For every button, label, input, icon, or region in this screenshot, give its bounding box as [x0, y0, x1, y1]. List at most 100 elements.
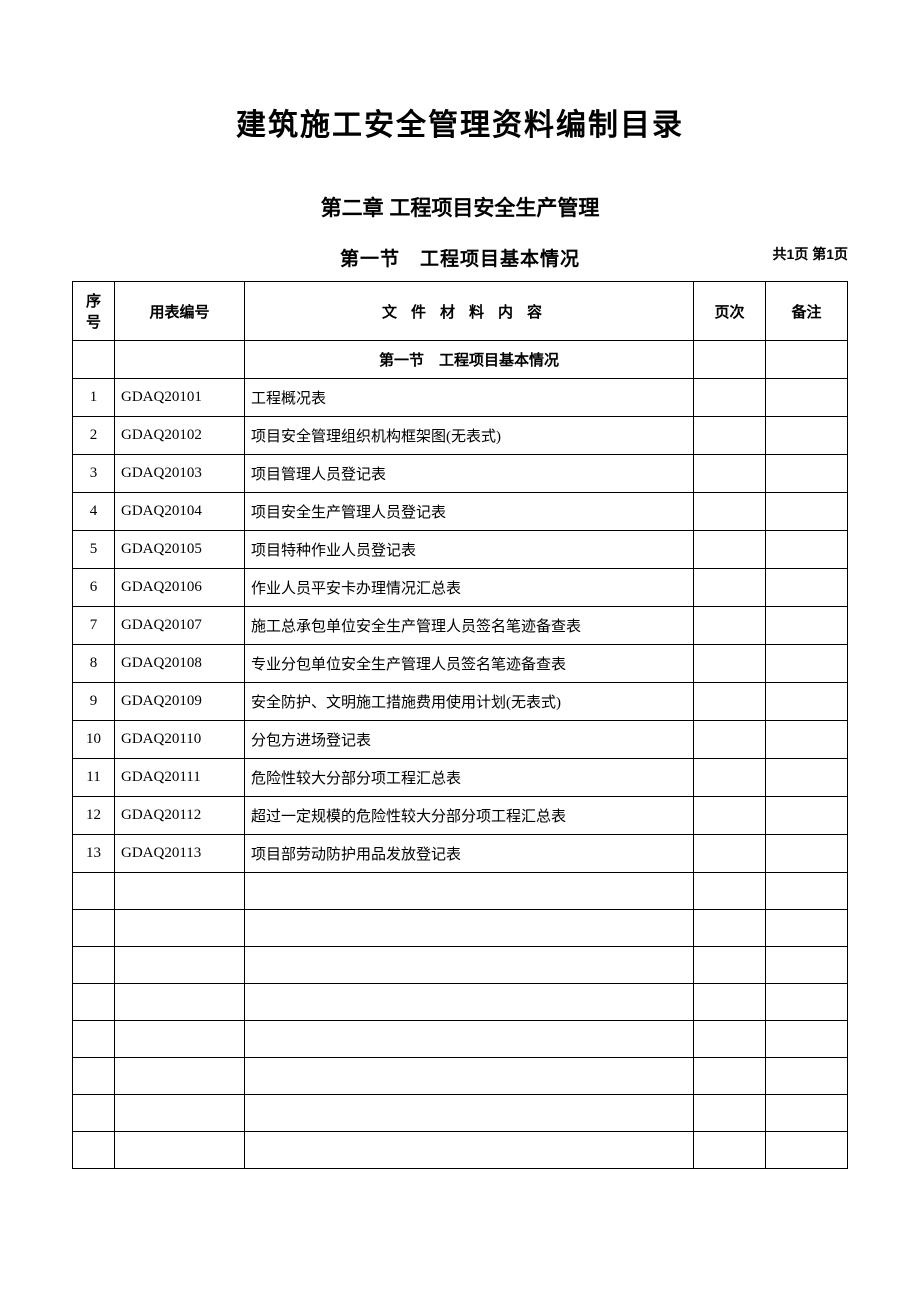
cell-code [115, 1021, 245, 1058]
section-header-code [115, 341, 245, 379]
cell-page [694, 1058, 766, 1095]
section-title: 第一节 工程项目基本情况 [72, 244, 848, 271]
cell-page [694, 1132, 766, 1169]
cell-content [245, 984, 694, 1021]
cell-content [245, 947, 694, 984]
cell-remark [766, 569, 848, 607]
cell-remark [766, 493, 848, 531]
cell-page [694, 493, 766, 531]
table-row: 2 GDAQ20102 项目安全管理组织机构框架图(无表式) [73, 417, 848, 455]
header-remark: 备注 [766, 282, 848, 341]
cell-content: 安全防护、文明施工措施费用使用计划(无表式) [245, 683, 694, 721]
cell-seq: 9 [73, 683, 115, 721]
table-row: 11 GDAQ20111 危险性较大分部分项工程汇总表 [73, 759, 848, 797]
cell-code: GDAQ20102 [115, 417, 245, 455]
cell-seq: 7 [73, 607, 115, 645]
cell-seq [73, 1132, 115, 1169]
cell-remark [766, 1132, 848, 1169]
cell-remark [766, 835, 848, 873]
cell-remark [766, 379, 848, 417]
cell-code: GDAQ20101 [115, 379, 245, 417]
table-row: 6 GDAQ20106 作业人员平安卡办理情况汇总表 [73, 569, 848, 607]
header-page: 页次 [694, 282, 766, 341]
cell-page [694, 947, 766, 984]
cell-content: 项目安全生产管理人员登记表 [245, 493, 694, 531]
section-header-seq [73, 341, 115, 379]
cell-remark [766, 683, 848, 721]
contents-table: 序号 用表编号 文件材料内容 页次 备注 第一节 工程项目基本情况 1 GDAQ… [72, 281, 848, 1169]
cell-content: 施工总承包单位安全生产管理人员签名笔迹备查表 [245, 607, 694, 645]
cell-code: GDAQ20112 [115, 797, 245, 835]
cell-content [245, 873, 694, 910]
section-header-page [694, 341, 766, 379]
cell-content [245, 1058, 694, 1095]
cell-seq [73, 1095, 115, 1132]
cell-seq: 2 [73, 417, 115, 455]
table-row [73, 1021, 848, 1058]
header-content: 文件材料内容 [245, 282, 694, 341]
cell-remark [766, 721, 848, 759]
cell-seq [73, 1021, 115, 1058]
cell-page [694, 721, 766, 759]
cell-seq [73, 873, 115, 910]
cell-code [115, 1058, 245, 1095]
cell-page [694, 645, 766, 683]
section-row: 第一节 工程项目基本情况 共1页 第1页 [72, 244, 848, 271]
section-header-remark [766, 341, 848, 379]
cell-page [694, 1021, 766, 1058]
cell-remark [766, 947, 848, 984]
cell-page [694, 607, 766, 645]
cell-seq [73, 1058, 115, 1095]
cell-remark [766, 797, 848, 835]
cell-content [245, 1132, 694, 1169]
cell-seq: 5 [73, 531, 115, 569]
header-code: 用表编号 [115, 282, 245, 341]
cell-page [694, 835, 766, 873]
cell-page [694, 455, 766, 493]
cell-remark [766, 873, 848, 910]
table-row [73, 910, 848, 947]
cell-code: GDAQ20103 [115, 455, 245, 493]
table-row [73, 1058, 848, 1095]
cell-remark [766, 984, 848, 1021]
cell-content: 作业人员平安卡办理情况汇总表 [245, 569, 694, 607]
section-header-row: 第一节 工程项目基本情况 [73, 341, 848, 379]
cell-page [694, 531, 766, 569]
cell-page [694, 797, 766, 835]
cell-content: 专业分包单位安全生产管理人员签名笔迹备查表 [245, 645, 694, 683]
chapter-title: 第二章 工程项目安全生产管理 [72, 192, 848, 222]
cell-code: GDAQ20113 [115, 835, 245, 873]
table-row [73, 1095, 848, 1132]
cell-content: 项目特种作业人员登记表 [245, 531, 694, 569]
cell-remark [766, 759, 848, 797]
cell-code: GDAQ20106 [115, 569, 245, 607]
table-body: 第一节 工程项目基本情况 1 GDAQ20101 工程概况表 2 GDAQ201… [73, 341, 848, 1169]
cell-seq [73, 947, 115, 984]
cell-content: 项目管理人员登记表 [245, 455, 694, 493]
table-row: 12 GDAQ20112 超过一定规模的危险性较大分部分项工程汇总表 [73, 797, 848, 835]
section-header-content: 第一节 工程项目基本情况 [245, 341, 694, 379]
table-row [73, 984, 848, 1021]
cell-code [115, 910, 245, 947]
cell-content [245, 1095, 694, 1132]
cell-remark [766, 1095, 848, 1132]
cell-page [694, 910, 766, 947]
cell-code [115, 1095, 245, 1132]
table-row: 3 GDAQ20103 项目管理人员登记表 [73, 455, 848, 493]
cell-remark [766, 455, 848, 493]
cell-remark [766, 531, 848, 569]
cell-remark [766, 645, 848, 683]
cell-seq: 3 [73, 455, 115, 493]
table-row [73, 947, 848, 984]
cell-content: 分包方进场登记表 [245, 721, 694, 759]
table-row [73, 1132, 848, 1169]
cell-content: 工程概况表 [245, 379, 694, 417]
cell-code [115, 1132, 245, 1169]
cell-content: 项目安全管理组织机构框架图(无表式) [245, 417, 694, 455]
cell-page [694, 984, 766, 1021]
cell-content [245, 1021, 694, 1058]
cell-seq: 13 [73, 835, 115, 873]
header-seq: 序号 [73, 282, 115, 341]
cell-remark [766, 1058, 848, 1095]
table-row: 13 GDAQ20113 项目部劳动防护用品发放登记表 [73, 835, 848, 873]
